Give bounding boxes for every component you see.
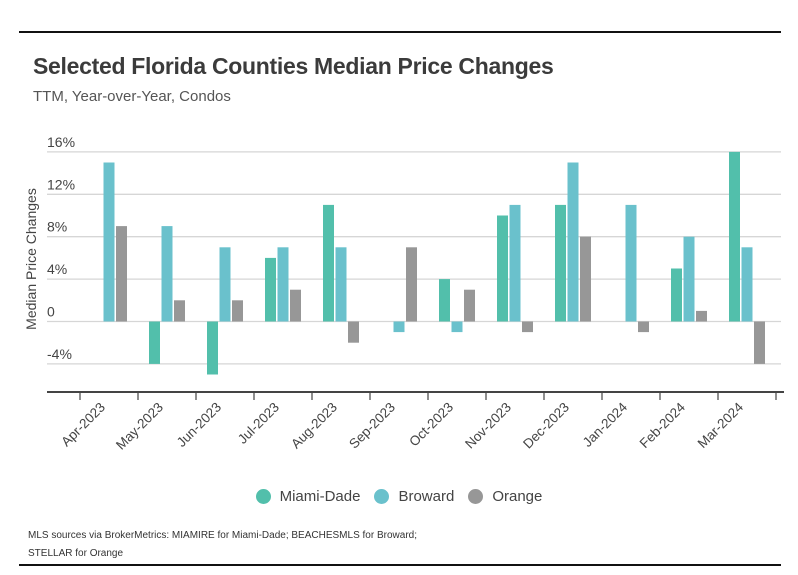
x-tick-label: Sep-2023 bbox=[346, 400, 398, 452]
bar-broward-dec-2023 bbox=[567, 162, 579, 322]
x-tick-label: Apr-2023 bbox=[58, 400, 108, 450]
y-tick-label: 0 bbox=[47, 304, 55, 320]
legend-swatch-icon bbox=[374, 489, 390, 504]
bar-broward-feb-2024 bbox=[683, 236, 695, 322]
x-tick-label: Nov-2023 bbox=[462, 400, 514, 452]
bar-miami-dade-jun-2023 bbox=[207, 321, 218, 375]
chart-subtitle: TTM, Year-over-Year, Condos bbox=[33, 88, 231, 105]
bar-miami-dade-oct-2023 bbox=[439, 279, 450, 322]
x-tick-label: Jul-2023 bbox=[235, 400, 282, 447]
bar-broward-mar-2024 bbox=[741, 247, 753, 322]
legend-item: Miami-Dade bbox=[255, 488, 361, 505]
bar-orange-apr-2023 bbox=[116, 226, 127, 322]
bar-orange-oct-2023 bbox=[464, 289, 475, 322]
legend-swatch-icon bbox=[468, 489, 484, 504]
x-tick-label: Mar-2024 bbox=[695, 399, 747, 451]
bar-miami-dade-feb-2024 bbox=[671, 268, 682, 322]
bar-orange-may-2023 bbox=[174, 300, 185, 322]
x-tick-label: Oct-2023 bbox=[406, 400, 456, 450]
y-axis-label: Median Price Changes bbox=[23, 188, 39, 330]
bar-miami-dade-may-2023 bbox=[149, 321, 160, 364]
bars bbox=[103, 151, 765, 375]
bar-orange-feb-2024 bbox=[696, 310, 707, 322]
bar-miami-dade-aug-2023 bbox=[323, 204, 334, 322]
bar-miami-dade-jul-2023 bbox=[265, 257, 276, 322]
y-tick-label: 4% bbox=[47, 261, 67, 277]
y-tick-labels: 16% 12% 8% 4% 0 -4% bbox=[47, 134, 75, 362]
y-tick-label: 12% bbox=[47, 176, 75, 192]
legend-label: Broward bbox=[398, 488, 455, 505]
legend-item: Broward bbox=[374, 488, 454, 505]
bar-broward-may-2023 bbox=[161, 226, 173, 322]
source-note: MLS sources via BrokerMetrics: MIAMIRE f… bbox=[28, 527, 528, 563]
bar-miami-dade-mar-2024 bbox=[729, 151, 740, 322]
bar-broward-sep-2023 bbox=[393, 321, 405, 333]
x-tick-label: Feb-2024 bbox=[637, 399, 689, 451]
x-tick-labels: Apr-2023 May-2023 Jun-2023 Jul-2023 Aug-2023… bbox=[58, 399, 746, 452]
source-note-line-1: MLS sources via BrokerMetrics: MIAMIRE f… bbox=[28, 530, 417, 541]
bar-broward-jun-2023 bbox=[219, 247, 231, 322]
bottom-rule bbox=[19, 564, 781, 566]
x-axis bbox=[47, 391, 784, 400]
legend-label: Orange bbox=[492, 488, 543, 505]
x-tick-label: Jun-2023 bbox=[174, 400, 224, 450]
bar-broward-jul-2023 bbox=[277, 247, 289, 322]
top-rule bbox=[19, 31, 781, 33]
legend-label: Miami-Dade bbox=[279, 488, 361, 505]
bar-chart: 16% 12% 8% 4% 0 -4% Median Price Changes Apr-… bbox=[23, 134, 784, 453]
bar-broward-oct-2023 bbox=[451, 321, 463, 333]
bar-broward-apr-2023 bbox=[103, 162, 115, 322]
bar-orange-nov-2023 bbox=[522, 321, 533, 333]
bar-orange-jan-2024 bbox=[638, 321, 649, 333]
legend-item: Orange bbox=[468, 488, 542, 505]
y-tick-label: 8% bbox=[47, 219, 67, 235]
bar-broward-aug-2023 bbox=[335, 247, 347, 322]
bar-miami-dade-dec-2023 bbox=[555, 204, 566, 322]
source-note-line-2: STELLAR for Orange bbox=[28, 548, 124, 559]
bar-broward-jan-2024 bbox=[625, 204, 637, 322]
x-tick-label: Aug-2023 bbox=[288, 400, 340, 452]
legend: Miami-Dade Broward Orange bbox=[0, 488, 798, 505]
legend-swatch-icon bbox=[255, 489, 271, 504]
bar-orange-mar-2024 bbox=[754, 321, 765, 364]
bar-orange-sep-2023 bbox=[406, 247, 417, 322]
bar-orange-aug-2023 bbox=[348, 321, 359, 343]
y-tick-label: 16% bbox=[47, 134, 75, 150]
chart-title: Selected Florida Counties Median Price C… bbox=[33, 53, 554, 79]
x-tick-label: Jan-2024 bbox=[580, 399, 631, 450]
x-tick-label: Dec-2023 bbox=[520, 400, 572, 452]
y-tick-label: -4% bbox=[47, 346, 72, 362]
bar-orange-dec-2023 bbox=[580, 236, 591, 322]
bar-orange-jul-2023 bbox=[290, 289, 301, 322]
bar-miami-dade-nov-2023 bbox=[497, 215, 508, 322]
bar-orange-jun-2023 bbox=[232, 300, 243, 322]
x-tick-label: May-2023 bbox=[113, 400, 166, 453]
bar-broward-nov-2023 bbox=[509, 204, 521, 322]
